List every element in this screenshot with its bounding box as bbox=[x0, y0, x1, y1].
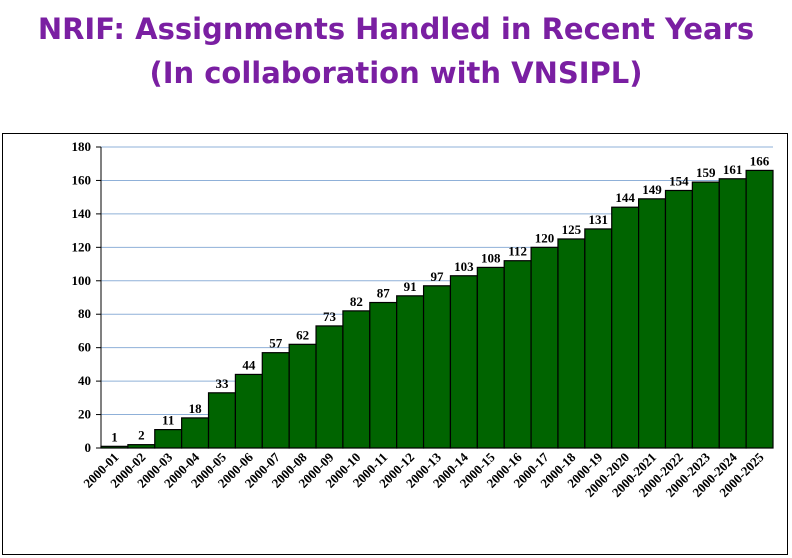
data-label: 1 bbox=[111, 429, 118, 444]
y-tick-label: 120 bbox=[72, 239, 92, 254]
bar bbox=[637, 198, 667, 449]
bar bbox=[476, 266, 505, 449]
y-tick-label: 0 bbox=[85, 440, 92, 455]
data-label: 131 bbox=[589, 212, 609, 227]
bar bbox=[584, 228, 613, 449]
data-label: 149 bbox=[642, 182, 662, 197]
data-label: 33 bbox=[215, 376, 229, 391]
y-tick-label: 160 bbox=[72, 172, 92, 187]
data-label: 62 bbox=[296, 327, 309, 342]
bar bbox=[611, 206, 640, 449]
bar bbox=[342, 310, 371, 449]
data-label: 154 bbox=[669, 173, 689, 188]
y-tick-label: 100 bbox=[72, 273, 92, 288]
bar bbox=[691, 181, 720, 449]
bar bbox=[369, 301, 398, 449]
data-label: 87 bbox=[377, 286, 391, 301]
chart-title: NRIF: Assignments Handled in Recent Year… bbox=[37, 12, 755, 46]
bar bbox=[718, 178, 747, 449]
bar bbox=[449, 275, 478, 449]
data-label: 103 bbox=[454, 259, 474, 274]
y-tick-label: 80 bbox=[78, 306, 91, 321]
data-label: 120 bbox=[535, 230, 555, 245]
data-label: 159 bbox=[696, 165, 716, 180]
data-label: 112 bbox=[508, 244, 527, 259]
data-label: 73 bbox=[323, 309, 337, 324]
y-tick-label: 20 bbox=[78, 407, 91, 422]
data-label: 57 bbox=[269, 336, 283, 351]
data-label: 108 bbox=[481, 250, 501, 265]
data-label: 11 bbox=[162, 413, 174, 428]
data-label: 44 bbox=[242, 357, 256, 372]
data-label: 82 bbox=[350, 294, 363, 309]
data-label: 161 bbox=[723, 162, 743, 177]
y-tick-label: 180 bbox=[72, 139, 92, 154]
data-label: 166 bbox=[750, 153, 770, 168]
bar bbox=[315, 325, 344, 449]
bar bbox=[530, 246, 559, 449]
bar bbox=[557, 238, 586, 449]
bar bbox=[207, 392, 237, 449]
bar bbox=[181, 417, 210, 449]
data-label: 125 bbox=[562, 222, 582, 237]
bar bbox=[234, 373, 263, 449]
bar bbox=[664, 189, 693, 449]
data-label: 2 bbox=[138, 428, 145, 443]
bar bbox=[503, 260, 532, 449]
data-label: 91 bbox=[404, 279, 417, 294]
data-label: 18 bbox=[189, 401, 203, 416]
bar bbox=[154, 429, 183, 449]
bar bbox=[396, 295, 425, 449]
bar bbox=[261, 352, 290, 449]
bar bbox=[127, 444, 156, 449]
data-label: 97 bbox=[431, 269, 445, 284]
y-tick-label: 60 bbox=[78, 340, 91, 355]
bar bbox=[422, 285, 452, 449]
bar bbox=[288, 343, 317, 449]
chart-subtitle: (In collaboration with VNSIPL) bbox=[149, 56, 643, 90]
y-tick-label: 140 bbox=[72, 206, 92, 221]
bar bbox=[745, 169, 774, 449]
data-label: 144 bbox=[615, 190, 635, 205]
chart-frame bbox=[2, 133, 788, 555]
y-tick-label: 40 bbox=[78, 373, 91, 388]
